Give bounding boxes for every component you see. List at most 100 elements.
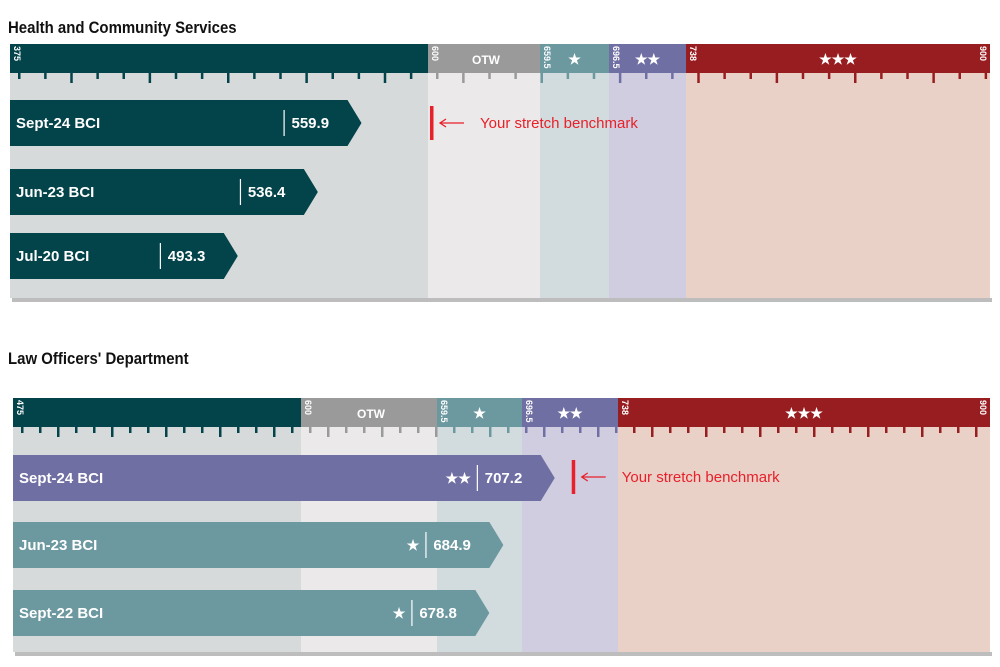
- ruler-tick: [200, 73, 204, 79]
- ruler-tick: [854, 73, 857, 83]
- bar-star-rating: ★★: [446, 470, 472, 486]
- ruler-tick: [70, 73, 73, 83]
- value-divider: [411, 600, 413, 626]
- bar-category-label: Sept-24 BCI: [16, 115, 100, 132]
- ruler-tick: [633, 427, 636, 433]
- chart-shadow: [15, 652, 992, 656]
- ruler-tick: [435, 427, 438, 437]
- ruler-tick: [975, 427, 978, 437]
- band-header: [13, 398, 301, 427]
- band-header: [437, 398, 522, 427]
- ruler-tick: [21, 427, 24, 433]
- ruler-tick: [75, 427, 78, 433]
- band-boundary-label: 375: [12, 46, 22, 61]
- ruler-tick: [227, 73, 230, 83]
- ruler-tick: [525, 427, 528, 433]
- band-boundary-label: 696.5: [611, 46, 621, 69]
- value-divider: [159, 243, 161, 269]
- ruler-tick: [96, 73, 99, 79]
- ruler-tick: [357, 73, 361, 79]
- star-rating-label: ★: [568, 51, 581, 67]
- ruler-tick: [801, 73, 805, 79]
- ruler-strip: [10, 73, 428, 89]
- otw-label: OTW: [357, 407, 386, 421]
- ruler-tick: [219, 427, 222, 437]
- ruler-tick: [540, 73, 543, 83]
- ruler-tick: [867, 427, 870, 437]
- bar: [10, 100, 362, 146]
- ruler-strip: [686, 73, 990, 89]
- band-header: [609, 44, 686, 73]
- ruler-tick: [958, 73, 961, 79]
- ruler-tick: [795, 427, 798, 433]
- ruler-tick: [813, 427, 816, 437]
- ruler-tick: [305, 73, 308, 83]
- ruler-tick: [237, 427, 240, 433]
- ruler-tick: [749, 73, 752, 79]
- value-divider: [239, 179, 242, 205]
- chart-title-health: Health and Community Services: [8, 18, 237, 37]
- band-header: [540, 44, 609, 73]
- bar-value-label: 536.4: [248, 184, 286, 201]
- ruler-tick: [827, 73, 831, 79]
- chart-1: 375 600 OTW 659.5 ★ 696.5 ★★ 738 ★★★ 900 Sept-24 B…: [10, 44, 992, 302]
- band-boundary-label: 696.5: [524, 400, 534, 423]
- band-header: [522, 398, 618, 427]
- star-rating-label: ★★: [635, 51, 661, 67]
- band-boundary-label: 738: [620, 400, 630, 415]
- ruler-tick: [651, 427, 654, 437]
- ruler-tick: [417, 427, 420, 433]
- bar: [13, 522, 504, 568]
- ruler-tick: [906, 73, 909, 79]
- ruler-tick: [507, 427, 510, 433]
- bar-category-label: Sept-22 BCI: [19, 605, 103, 622]
- ruler-tick: [566, 73, 570, 79]
- band-background: [540, 73, 609, 298]
- band-boundary-label: 659.5: [439, 400, 449, 423]
- band-header: [10, 44, 428, 73]
- ruler-tick: [885, 427, 888, 433]
- ruler-tick: [327, 427, 330, 437]
- ruler-tick: [561, 427, 564, 433]
- chart-shadow: [12, 298, 992, 302]
- ruler-tick: [880, 73, 883, 79]
- ruler-tick: [543, 427, 546, 437]
- ruler-tick: [597, 427, 600, 437]
- band-boundary-label: 475: [15, 400, 25, 415]
- ruler-tick: [705, 427, 708, 437]
- ruler-tick: [618, 73, 622, 83]
- stretch-benchmark-label: Your stretch benchmark: [480, 115, 638, 132]
- stretch-arrow-head: [580, 472, 589, 482]
- ruler-tick: [165, 427, 168, 437]
- ruler-tick: [489, 427, 492, 437]
- bar: [10, 233, 238, 279]
- band-boundary-label: 738: [688, 46, 698, 61]
- ruler-tick: [849, 427, 852, 433]
- bar: [13, 455, 555, 501]
- ruler-tick: [291, 427, 294, 433]
- ruler-tick: [488, 73, 491, 79]
- ruler-tick: [409, 73, 413, 79]
- ruler-tick: [697, 73, 700, 83]
- ruler-tick: [777, 427, 780, 433]
- band-boundary-label: 659.5: [542, 46, 552, 69]
- ruler-strip: [301, 427, 437, 443]
- value-divider: [425, 532, 427, 558]
- ruler-tick: [345, 427, 348, 433]
- ruler-strip: [13, 427, 301, 443]
- ruler-tick: [669, 427, 672, 433]
- ruler-strip: [522, 427, 618, 443]
- ruler-tick: [201, 427, 204, 433]
- band-header: [428, 44, 540, 73]
- bar-value-label: 493.3: [168, 248, 206, 265]
- ruler-tick: [759, 427, 762, 437]
- star-rating-label: ★★★: [785, 405, 823, 421]
- ruler-tick: [615, 427, 618, 433]
- ruler-tick: [309, 427, 312, 433]
- ruler-tick: [723, 73, 726, 79]
- stretch-benchmark-label: Your stretch benchmark: [622, 469, 780, 486]
- ruler-tick: [939, 427, 942, 433]
- ruler-tick: [255, 427, 258, 433]
- ruler-tick: [741, 427, 744, 433]
